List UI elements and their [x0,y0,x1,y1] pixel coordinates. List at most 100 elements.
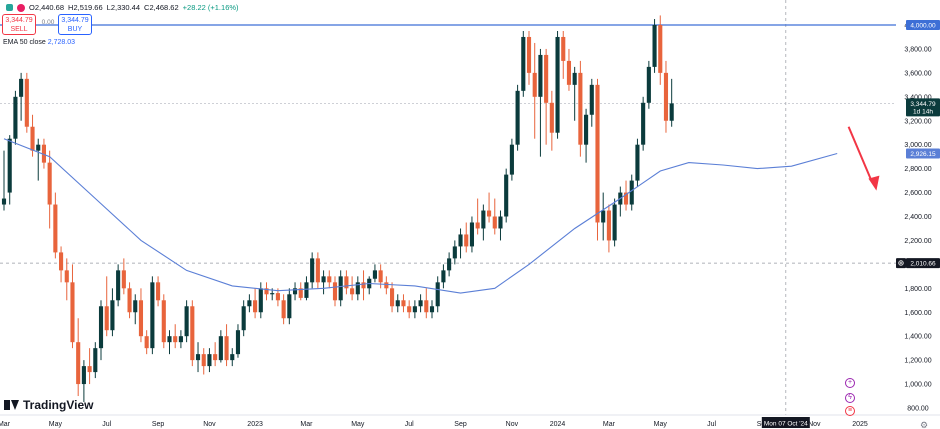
ema-50-line [3,138,838,294]
candle-body [190,306,195,361]
candle-body [292,288,298,295]
buy-button[interactable]: 3,344.79 BUY [58,14,92,35]
candle-body [378,270,383,283]
price-axis-bg [896,0,940,415]
sell-button[interactable]: 3,344.79 SELL [2,14,36,35]
time-tick-label: Nov [203,421,216,428]
candle-body [275,293,280,301]
close-value: C2,468.62 [144,3,179,12]
share-icon[interactable] [17,3,25,12]
candle-body [150,282,155,349]
arrow-shaft [847,126,873,181]
time-tick-label: Nov [808,421,821,428]
candle-body [235,330,241,355]
price-tick-label: 2,800.00 [904,166,931,173]
arrow-head [868,175,880,191]
time-tick-label: 2023 [247,421,263,428]
candle-series [1,15,674,403]
candle-body [418,300,423,307]
crosshair-time-label: Mon 07 Oct '24 [764,421,808,428]
candle-body [372,270,377,279]
price-tick-label: 1,600.00 [904,310,931,317]
time-tick-label: Sep [152,421,165,428]
price-label-box [906,258,940,269]
candle-body [224,336,229,361]
plus-icon[interactable]: + [845,378,855,388]
logo-text: TradingView [23,398,94,412]
candle-body [19,78,24,97]
candle-body [332,282,338,301]
candle-body [441,270,446,283]
high-value: H2,519.66 [68,3,103,12]
candle-body [178,336,183,343]
candle-body [167,336,172,343]
time-tick-label: Jul [405,421,414,428]
candle-body [41,144,47,163]
buy-label: BUY [67,26,83,33]
price-label-box [906,20,940,30]
candle-body [555,36,560,133]
candle-body [544,54,549,103]
candle-body [429,306,435,313]
candle-body [64,270,69,283]
candle-body [561,36,566,61]
candle-body [173,336,178,343]
time-tick-label: May [351,421,365,428]
candle-body [281,300,286,319]
tradingview-logo[interactable]: TradingView [4,398,93,412]
candle-body [606,210,611,241]
crosshair-plus-box [896,258,906,269]
candle-body [595,84,600,223]
candle-body [435,282,440,307]
candle-body [110,300,115,331]
candle-body [116,270,121,301]
candle-body [218,336,223,361]
candle-body [487,210,492,217]
buy-price: 3,344.79 [61,17,89,24]
time-tick-label: Mar [603,421,616,428]
time-tick-label: Nov [506,421,519,428]
candle-body [30,126,35,151]
time-tick-label: May [49,421,63,428]
price-tick-label: 2,400.00 [904,214,931,221]
price-label-text: 4,000.00 [910,23,936,30]
low-value: L2,330.44 [106,3,141,12]
flag-icon[interactable]: ≡ [845,406,855,416]
candle-body [407,306,412,313]
gear-icon[interactable]: ⚙ [920,420,929,429]
candle-body [464,234,469,247]
candle-body [304,282,309,298]
candle-body [133,300,138,313]
price-label-subtext: 1d 14h [913,108,933,115]
candle-body [47,162,52,205]
time-axis: Mar May Jul Sep Nov 2023 Mar May Jul Sep Nov 2024 Ma… [0,414,940,428]
candle-body [355,282,360,295]
time-tick-label: Sep [454,421,467,428]
candle-body [515,90,520,145]
price-tick-label: 3,800.00 [904,46,931,53]
candle-body [81,366,86,385]
candle-body [59,252,64,271]
candle-body [521,36,526,91]
candle-body [338,276,343,301]
lightning-icon[interactable]: ϟ [845,393,855,403]
price-tick-label: 3,200.00 [904,118,931,125]
price-tick-label: 3,000.00 [904,142,931,149]
ema-legend[interactable]: EMA 50 close 2,728.03 [3,39,75,46]
candle-body [315,258,320,283]
candle-body [327,276,332,283]
change-value: +28.22 (+1.16%) [182,3,239,12]
candle-body [612,204,617,241]
candle-body [258,288,263,313]
sell-label: SELL [10,26,28,33]
sell-price: 3,344.79 [5,17,33,24]
candle-body [447,258,452,271]
candle-body [104,306,109,331]
candle-body [412,306,417,313]
candle-body [584,114,589,145]
ohlc-legend: O2,440.68 H2,519.66 L2,330.44 C2,468.62 … [6,3,239,12]
candle-body [578,72,583,145]
candle-body [504,174,509,217]
candle-body [646,66,651,103]
